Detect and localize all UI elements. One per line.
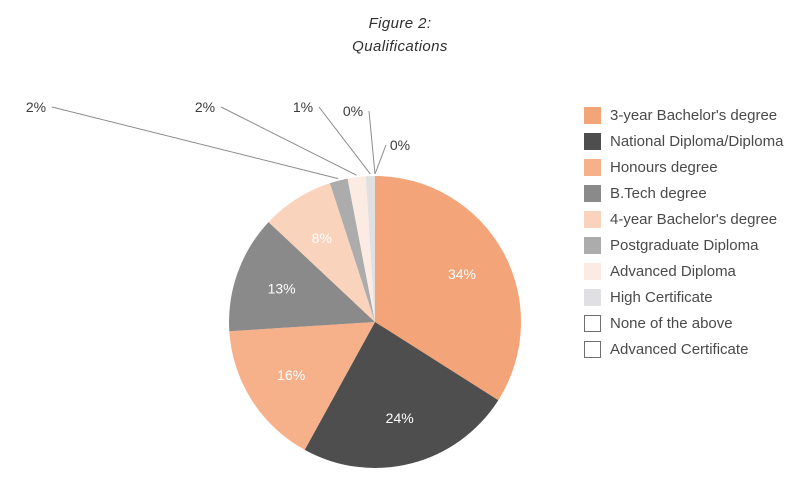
legend-item-b-tech-degree: B.Tech degree (584, 180, 783, 206)
callout-value-label-none-of-the-above: 0% (343, 103, 363, 119)
callout-value-label-high-certificate: 1% (293, 99, 313, 115)
pie-slice-high-certificate (365, 176, 375, 322)
legend-label: Advanced Diploma (610, 262, 736, 280)
legend-label: Honours degree (610, 158, 718, 176)
legend: 3-year Bachelor's degree National Diploma… (584, 102, 783, 362)
legend-label: B.Tech degree (610, 184, 707, 202)
slice-value-label-3-year-bachelor-s-degree: 34% (448, 266, 476, 282)
legend-label: Advanced Certificate (610, 340, 749, 358)
callout-leader-line-postgraduate-diploma (51, 106, 339, 180)
chart-title-line1: Figure 2: (368, 15, 432, 32)
legend-swatch-national-diploma-diploma (584, 132, 601, 150)
legend-item-3-year-bachelor-s-degree: 3-year Bachelor's degree (584, 102, 783, 128)
legend-swatch-postgraduate-diploma (584, 236, 601, 254)
callout-leader-line-advanced-certificate (374, 144, 387, 175)
legend-label: National Diploma/Diploma (610, 132, 784, 150)
legend-swatch-high-certificate (584, 288, 601, 306)
pie-slice-3-year-bachelor-s-degree (375, 176, 522, 401)
legend-item-4-year-bachelor-s-degree: 4-year Bachelor's degree (584, 206, 783, 232)
legend-swatch-4-year-bachelor-s-degree (584, 210, 601, 228)
legend-swatch-advanced-diploma (584, 262, 601, 280)
callout-leader-line-none-of-the-above (368, 110, 376, 175)
legend-swatch-b-tech-degree (584, 184, 601, 202)
legend-label: None of the above (610, 314, 733, 332)
legend-label: Postgraduate Diploma (610, 236, 759, 254)
legend-swatch-3-year-bachelor-s-degree (584, 106, 601, 124)
callout-value-label-advanced-diploma: 2% (195, 99, 215, 115)
legend-item-advanced-certificate: Advanced Certificate (584, 336, 783, 362)
legend-label: 3-year Bachelor's degree (610, 106, 778, 124)
legend-item-postgraduate-diploma: Postgraduate Diploma (584, 232, 783, 258)
chart-title-line2: Qualifications (352, 38, 448, 55)
pie-slice-b-tech-degree (229, 222, 375, 332)
pie-slice-4-year-bachelor-s-degree (268, 183, 375, 322)
legend-item-none-of-the-above: None of the above (584, 310, 783, 336)
legend-label: 4-year Bachelor's degree (610, 210, 778, 228)
pie-slice-honours-degree (229, 322, 375, 450)
chart-title: Figure 2: Qualifications (255, 12, 545, 58)
slice-value-label-national-diploma-diploma: 24% (386, 410, 414, 426)
callout-value-label-postgraduate-diploma: 2% (26, 99, 46, 115)
legend-swatch-advanced-certificate (584, 340, 601, 358)
legend-item-high-certificate: High Certificate (584, 284, 783, 310)
slice-value-label-honours-degree: 16% (277, 367, 305, 383)
legend-swatch-honours-degree (584, 158, 601, 176)
slice-value-label-4-year-bachelor-s-degree: 8% (312, 230, 332, 246)
legend-swatch-none-of-the-above (584, 314, 601, 332)
callout-leader-line-advanced-diploma (220, 106, 357, 176)
legend-item-honours-degree: Honours degree (584, 154, 783, 180)
legend-item-advanced-diploma: Advanced Diploma (584, 258, 783, 284)
legend-item-national-diploma-diploma: National Diploma/Diploma (584, 128, 783, 154)
pie-slice-advanced-diploma (347, 176, 375, 322)
callout-leader-line-high-certificate (318, 106, 371, 175)
callout-value-label-advanced-certificate: 0% (390, 137, 410, 153)
pie-slice-national-diploma-diploma (304, 322, 499, 468)
slice-value-label-b-tech-degree: 13% (268, 280, 296, 296)
pie-slice-postgraduate-diploma (329, 178, 375, 322)
legend-label: High Certificate (610, 288, 713, 306)
